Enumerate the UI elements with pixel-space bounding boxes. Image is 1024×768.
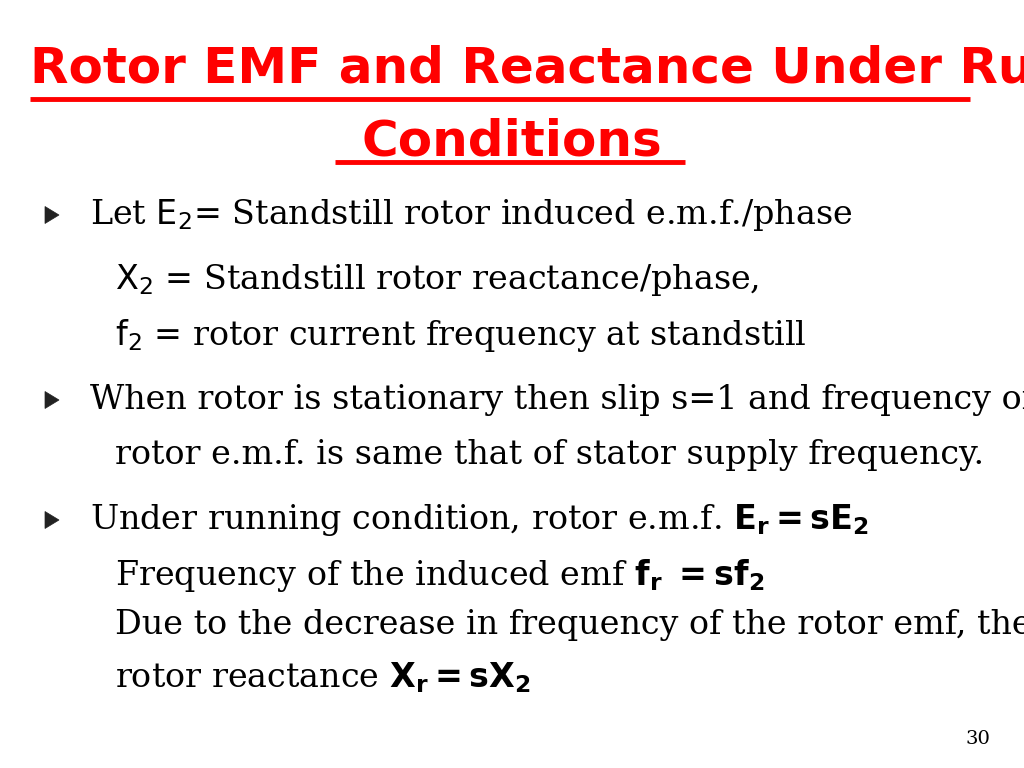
Polygon shape	[45, 511, 59, 528]
Polygon shape	[45, 207, 59, 223]
Text: Under running condition, rotor e.m.f. $\mathbf{E_r = sE_2}$: Under running condition, rotor e.m.f. $\…	[90, 502, 869, 538]
Text: $\mathrm{X_2}$ = Standstill rotor reactance/phase,: $\mathrm{X_2}$ = Standstill rotor reacta…	[115, 262, 759, 298]
Text: Frequency of the induced emf $\mathbf{f_r\ =sf_2}$: Frequency of the induced emf $\mathbf{f_…	[115, 557, 764, 594]
Text: Let $\mathrm{E_2}$= Standstill rotor induced e.m.f./phase: Let $\mathrm{E_2}$= Standstill rotor ind…	[90, 197, 852, 233]
Text: rotor e.m.f. is same that of stator supply frequency.: rotor e.m.f. is same that of stator supp…	[115, 439, 984, 471]
Text: 30: 30	[966, 730, 990, 748]
Text: rotor reactance $\mathbf{X_r=sX_2}$: rotor reactance $\mathbf{X_r=sX_2}$	[115, 660, 531, 695]
Polygon shape	[45, 392, 59, 409]
Text: Due to the decrease in frequency of the rotor emf, the: Due to the decrease in frequency of the …	[115, 609, 1024, 641]
Text: Rotor EMF and Reactance Under Running: Rotor EMF and Reactance Under Running	[30, 45, 1024, 93]
Text: Conditions: Conditions	[361, 118, 663, 166]
Text: When rotor is stationary then slip s=1 and frequency of: When rotor is stationary then slip s=1 a…	[90, 384, 1024, 416]
Text: $\mathrm{f_2}$ = rotor current frequency at standstill: $\mathrm{f_2}$ = rotor current frequency…	[115, 316, 807, 353]
